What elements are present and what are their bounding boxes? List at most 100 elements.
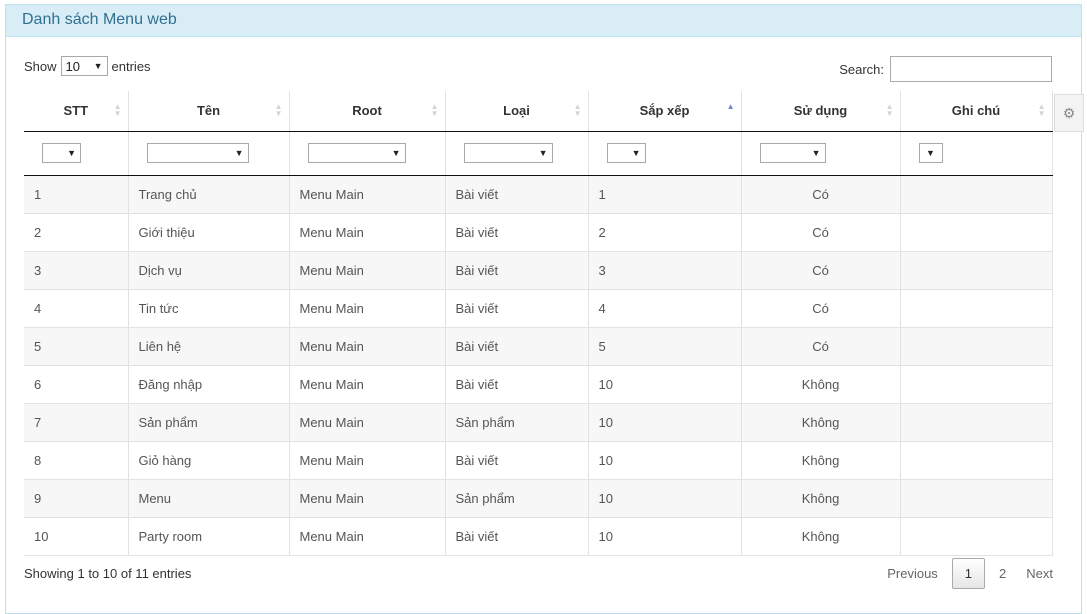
sort-icon: ▲ ▼	[274, 102, 283, 118]
cell-su-dung: Không	[741, 479, 901, 518]
table-row[interactable]: 6 Đăng nhập Menu Main Bài viết 10 Không	[24, 365, 1053, 404]
cell-root: Menu Main	[289, 441, 446, 480]
cell-sap-xep: 4	[588, 289, 742, 328]
filter-select-sap-xep[interactable]: ▼	[606, 143, 646, 163]
cell-sap-xep: 10	[588, 403, 742, 442]
filter-cell: ▼	[445, 131, 589, 176]
table-row[interactable]: 2 Giới thiệu Menu Main Bài viết 2 Có	[24, 213, 1053, 252]
filter-cell: ▼	[588, 131, 742, 176]
column-header-label: Loại	[503, 103, 530, 119]
cell-ten: Menu	[128, 479, 290, 518]
column-header-label: Sắp xếp	[639, 103, 690, 119]
table-row[interactable]: 7 Sản phẩm Menu Main Sản phẩm 10 Không	[24, 403, 1053, 442]
filter-select-su-dung[interactable]: ▼	[759, 143, 826, 163]
cell-ten: Dịch vụ	[128, 251, 290, 290]
cell-loai: Bài viết	[445, 251, 589, 290]
chevron-down-icon: ▼	[631, 148, 641, 158]
length-prefix: Show	[24, 58, 57, 74]
cell-ten: Liên hệ	[128, 327, 290, 366]
cell-sap-xep: 10	[588, 441, 742, 480]
cell-ghi-chu	[900, 251, 1053, 290]
chevron-down-icon: ▼	[234, 148, 244, 158]
cell-root: Menu Main	[289, 251, 446, 290]
cell-loai: Bài viết	[445, 213, 589, 252]
cell-stt: 4	[24, 289, 129, 328]
cell-stt: 7	[24, 403, 129, 442]
cell-root: Menu Main	[289, 213, 446, 252]
cell-su-dung: Không	[741, 365, 901, 404]
column-header-loai[interactable]: Loại ▲ ▼	[445, 91, 589, 132]
menu-table: STT ▲ ▼ Tên ▲ ▼ Root ▲ ▼ Loại ▲ ▼ Sắp xếp ▲ Sử dụ…	[24, 91, 1053, 556]
cell-ten: Party room	[128, 517, 290, 556]
cell-ghi-chu	[900, 441, 1053, 480]
cell-stt: 1	[24, 175, 129, 214]
filter-select-ghi-chu[interactable]: ▼	[918, 143, 943, 163]
table-row[interactable]: 1 Trang chủ Menu Main Bài viết 1 Có	[24, 175, 1053, 214]
column-header-stt[interactable]: STT ▲ ▼	[24, 91, 129, 132]
sort-icon: ▲ ▼	[430, 102, 439, 118]
cell-su-dung: Có	[741, 251, 901, 290]
next-button[interactable]: Next	[1026, 566, 1053, 581]
cell-su-dung: Có	[741, 327, 901, 366]
cell-root: Menu Main	[289, 479, 446, 518]
chevron-down-icon: ▼	[93, 61, 103, 71]
search-input[interactable]	[890, 56, 1052, 82]
cell-su-dung: Không	[741, 517, 901, 556]
page-2-button[interactable]: 2	[999, 566, 1007, 581]
filter-select-root[interactable]: ▼	[307, 143, 406, 163]
filter-select-loai[interactable]: ▼	[463, 143, 553, 163]
entries-select-value: 10	[65, 58, 80, 74]
cell-su-dung: Không	[741, 403, 901, 442]
column-header-root[interactable]: Root ▲ ▼	[289, 91, 446, 132]
cell-ten: Đăng nhập	[128, 365, 290, 404]
sort-ascending-icon: ▲	[726, 102, 735, 111]
column-header-label: STT	[63, 103, 89, 119]
chevron-down-icon: ▼	[811, 148, 821, 158]
cell-loai: Sản phẩm	[445, 479, 589, 518]
column-header-ghi-chu[interactable]: Ghi chú ▲ ▼	[900, 91, 1053, 132]
cell-sap-xep: 2	[588, 213, 742, 252]
cell-su-dung: Có	[741, 213, 901, 252]
cell-sap-xep: 10	[588, 479, 742, 518]
cell-ten: Giỏ hàng	[128, 441, 290, 480]
table-row[interactable]: 5 Liên hệ Menu Main Bài viết 5 Có	[24, 327, 1053, 366]
table-info: Showing 1 to 10 of 11 entries	[24, 566, 192, 581]
cell-ghi-chu	[900, 289, 1053, 328]
search-control: Search:	[839, 56, 1052, 82]
filter-select-stt[interactable]: ▼	[42, 143, 81, 163]
sort-icon: ▲ ▼	[885, 102, 894, 118]
cell-stt: 6	[24, 365, 129, 404]
chevron-down-icon: ▼	[538, 148, 548, 158]
entries-select[interactable]: 10 ▼	[60, 56, 108, 76]
cell-ten: Tin tức	[128, 289, 290, 328]
cell-loai: Bài viết	[445, 327, 589, 366]
cell-root: Menu Main	[289, 175, 446, 214]
cell-su-dung: Không	[741, 441, 901, 480]
cell-ten: Giới thiệu	[128, 213, 290, 252]
chevron-down-icon: ▼	[67, 148, 76, 158]
table-row[interactable]: 9 Menu Menu Main Sản phẩm 10 Không	[24, 479, 1053, 518]
cell-loai: Bài viết	[445, 175, 589, 214]
page-1-button[interactable]: 1	[951, 558, 986, 589]
table-row[interactable]: 10 Party room Menu Main Bài viết 10 Không	[24, 517, 1053, 556]
table-row[interactable]: 4 Tin tức Menu Main Bài viết 4 Có	[24, 289, 1053, 328]
cell-root: Menu Main	[289, 327, 446, 366]
filter-cell: ▼	[289, 131, 446, 176]
column-header-ten[interactable]: Tên ▲ ▼	[128, 91, 290, 132]
column-header-label: Root	[352, 103, 382, 119]
entries-length-control: Show 10 ▼ entries	[24, 56, 151, 76]
table-row[interactable]: 8 Giỏ hàng Menu Main Bài viết 10 Không	[24, 441, 1053, 480]
column-header-label: Ghi chú	[951, 103, 1001, 119]
search-label: Search:	[839, 61, 884, 77]
cell-su-dung: Có	[741, 175, 901, 214]
filter-select-ten[interactable]: ▼	[146, 143, 249, 163]
table-row[interactable]: 3 Dịch vụ Menu Main Bài viết 3 Có	[24, 251, 1053, 290]
settings-icon[interactable]: ⚙	[1054, 94, 1084, 132]
cell-ten: Sản phẩm	[128, 403, 290, 442]
cell-root: Menu Main	[289, 365, 446, 404]
cell-loai: Bài viết	[445, 441, 589, 480]
cell-loai: Sản phẩm	[445, 403, 589, 442]
previous-button[interactable]: Previous	[887, 566, 938, 581]
column-header-su-dung[interactable]: Sử dụng ▲ ▼	[741, 91, 901, 132]
column-header-sap-xep[interactable]: Sắp xếp ▲	[588, 91, 742, 132]
